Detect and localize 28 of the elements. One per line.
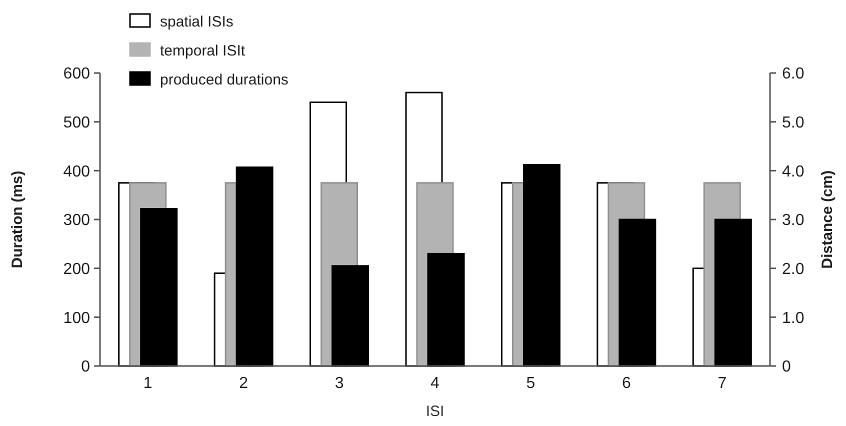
- y-tick-label: 100: [63, 310, 90, 327]
- y2-tick-label: 1.0: [782, 310, 804, 327]
- bar: [236, 166, 274, 367]
- legend-label: spatial ISIs: [160, 13, 234, 30]
- legend-label: temporal ISIt: [160, 42, 246, 60]
- y-tick-label: 0: [81, 358, 90, 376]
- y-tick-label: 400: [63, 163, 90, 180]
- y2-tick-label: 2.0: [782, 260, 804, 278]
- y2-axis-title: Distance (cm): [819, 170, 836, 269]
- y-tick-label: 500: [63, 114, 90, 132]
- x-tick-label: 4: [430, 375, 440, 392]
- y-tick-label: 600: [63, 66, 90, 83]
- y2-tick-label: 4.0: [782, 163, 804, 180]
- y2-tick-label: 3.0: [782, 212, 804, 230]
- x-axis-title: ISI: [426, 403, 444, 420]
- x-tick-label: 6: [622, 375, 631, 392]
- y2-tick-label: 5.0: [782, 114, 804, 132]
- y-tick-label: 300: [63, 212, 90, 230]
- x-tick-label: 5: [526, 375, 536, 392]
- y-axis-title: Duration (ms): [9, 170, 26, 268]
- x-tick-label: 3: [334, 375, 344, 392]
- x-tick-label: 1: [143, 375, 152, 392]
- y-tick-label: 200: [63, 260, 90, 278]
- legend-label: produced durations: [160, 71, 288, 88]
- y2-tick-label: 6.0: [782, 66, 804, 83]
- x-tick-label: 7: [718, 375, 727, 392]
- y2-tick-label: 0: [782, 358, 791, 376]
- x-tick-label: 2: [239, 375, 248, 392]
